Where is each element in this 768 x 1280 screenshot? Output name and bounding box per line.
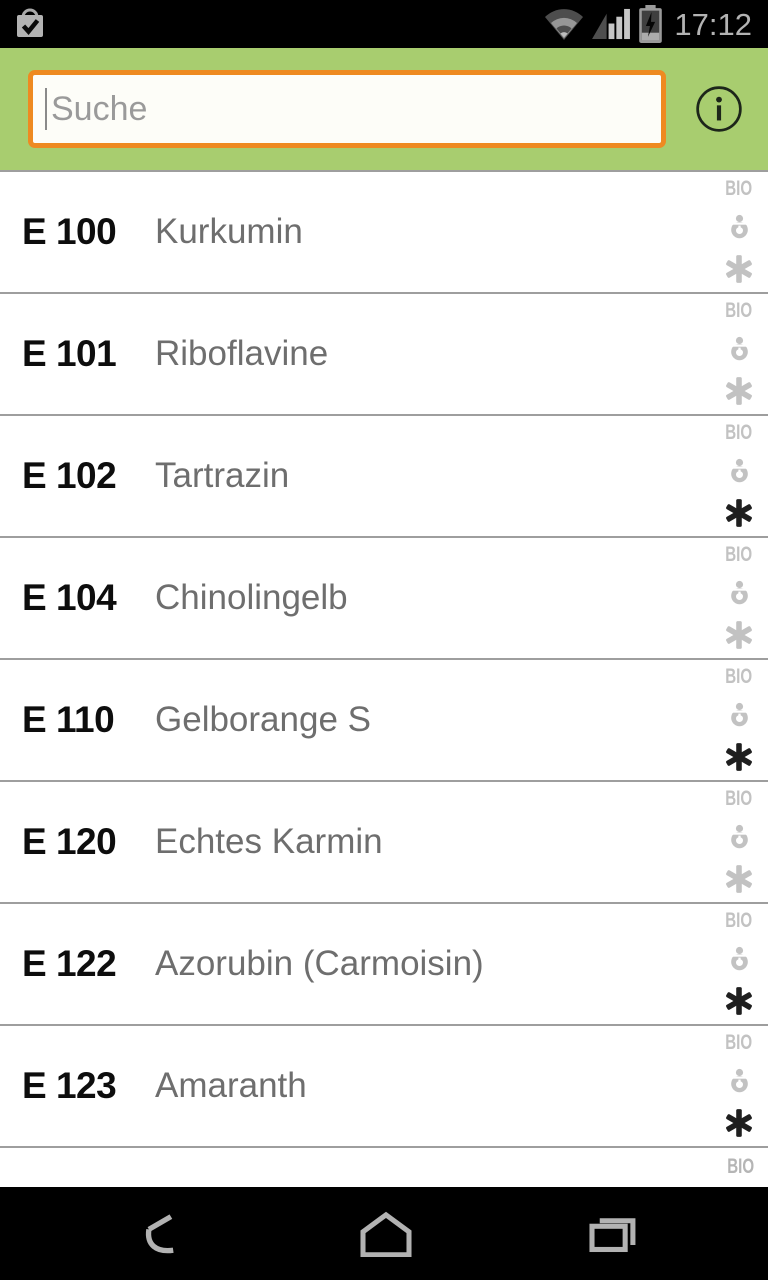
bio-badge: BIO [725, 177, 753, 200]
additive-code: E 100 [22, 211, 117, 252]
list-item-partial[interactable]: BIO [0, 1148, 768, 1187]
row-flags: BIO [716, 660, 768, 780]
row-flags: BIO [716, 1026, 768, 1146]
bio-badge: BIO [725, 543, 753, 566]
baby-warning-icon [730, 946, 748, 971]
home-button[interactable] [357, 1211, 415, 1257]
search-header [0, 48, 768, 170]
medical-asterisk-icon [726, 621, 752, 649]
back-button[interactable] [128, 1212, 186, 1256]
list-item[interactable]: E 100 Kurkumin BIO [0, 172, 768, 294]
baby-warning-icon [730, 336, 748, 361]
additive-name: Chinolingelb [155, 578, 348, 617]
list-item[interactable]: E 122 Azorubin (Carmoisin) BIO [0, 904, 768, 1026]
additive-code: E 104 [22, 577, 117, 618]
info-circle-icon [696, 86, 742, 132]
row-flags: BIO [716, 294, 768, 414]
bio-badge: BIO [725, 1031, 753, 1054]
text-caret [45, 88, 47, 130]
wifi-icon [545, 9, 584, 40]
status-icons: 17:12 [544, 4, 758, 44]
baby-warning-icon [730, 458, 748, 483]
medical-asterisk-icon [726, 1109, 752, 1137]
baby-warning-icon [730, 702, 748, 727]
list-item[interactable]: E 101 Riboflavine BIO [0, 294, 768, 416]
list-item[interactable]: E 120 Echtes Karmin BIO [0, 782, 768, 904]
bio-badge: BIO [725, 665, 753, 688]
home-icon [360, 1211, 412, 1257]
additive-code: E 102 [22, 455, 117, 496]
info-button[interactable] [692, 82, 746, 136]
signal-strength-icon [592, 8, 631, 40]
additive-code: E 120 [22, 821, 117, 862]
status-bar: 17:12 [0, 0, 768, 48]
bio-badge: BIO [725, 421, 753, 444]
android-nav-bar [0, 1187, 768, 1280]
medical-asterisk-icon [726, 377, 752, 405]
additive-name: Tartrazin [155, 456, 290, 495]
bio-badge: BIO [725, 787, 753, 810]
row-flags: BIO [716, 904, 768, 1024]
battery-charging-icon [639, 4, 663, 43]
recents-button[interactable] [586, 1213, 640, 1255]
search-field[interactable] [28, 70, 666, 148]
notification-area [10, 4, 50, 44]
additive-name: Gelborange S [155, 700, 371, 739]
additive-name: Azorubin (Carmoisin) [155, 944, 484, 983]
additive-name: Echtes Karmin [155, 822, 383, 861]
bio-badge: BIO [725, 299, 753, 322]
row-flags: BIO [716, 538, 768, 658]
baby-warning-icon [730, 824, 748, 849]
additive-code: E 123 [22, 1065, 117, 1106]
baby-warning-icon [730, 1068, 748, 1093]
medical-asterisk-icon [726, 865, 752, 893]
additive-name: Amaranth [155, 1066, 307, 1105]
baby-warning-icon [730, 580, 748, 605]
medical-asterisk-icon [726, 499, 752, 527]
additive-code: E 110 [22, 699, 115, 740]
list-item[interactable]: E 104 Chinolingelb BIO [0, 538, 768, 660]
row-flags: BIO [716, 172, 768, 292]
search-input[interactable] [33, 75, 661, 143]
additive-code: E 101 [22, 333, 117, 374]
medical-asterisk-icon [726, 987, 752, 1015]
list-item[interactable]: E 123 Amaranth BIO [0, 1026, 768, 1148]
back-icon [145, 1213, 174, 1253]
additive-code: E 122 [22, 943, 117, 984]
row-flags: BIO [716, 416, 768, 536]
clock: 17:12 [674, 6, 752, 42]
baby-warning-icon [730, 214, 748, 239]
list-item[interactable]: E 102 Tartrazin BIO [0, 416, 768, 538]
medical-asterisk-icon [726, 743, 752, 771]
shopping-bag-check-icon [17, 8, 43, 37]
medical-asterisk-icon [726, 255, 752, 283]
additive-name: Kurkumin [155, 212, 303, 251]
additive-list: E 100 Kurkumin BIO E 101 [0, 170, 768, 1187]
recents-icon [589, 1217, 636, 1252]
list-item[interactable]: E 110 Gelborange S BIO [0, 660, 768, 782]
bio-badge: BIO [725, 909, 753, 932]
row-flags: BIO [716, 782, 768, 902]
additive-name: Riboflavine [155, 334, 329, 373]
bio-badge: BIO [726, 1155, 754, 1178]
